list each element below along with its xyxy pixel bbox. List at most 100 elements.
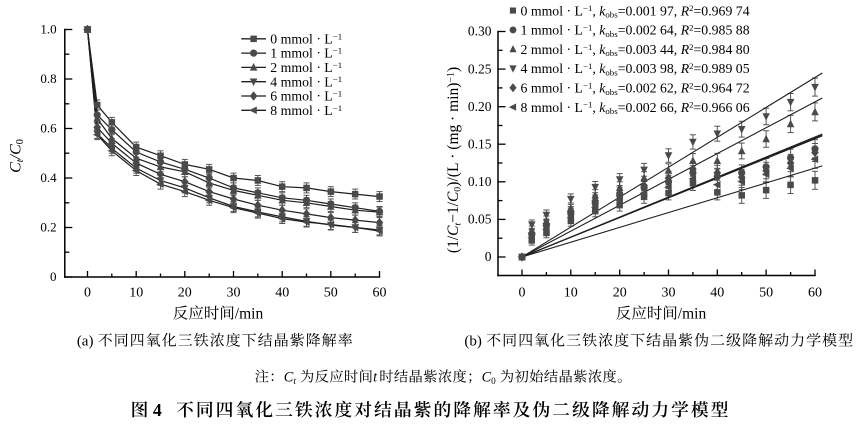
svg-text:0.30: 0.30 (468, 24, 492, 39)
svg-text:0.985 88: 0.985 88 (701, 23, 749, 38)
svg-text:,: , (592, 42, 599, 57)
svg-text:−1: −1 (333, 60, 342, 70)
svg-text:0.8: 0.8 (40, 71, 56, 86)
svg-text:2 mmol: 2 mmol (270, 60, 313, 75)
svg-text:k: k (599, 23, 606, 38)
svg-text:1.0: 1.0 (40, 22, 56, 37)
svg-text:·: · (563, 3, 575, 18)
svg-text:C: C (445, 191, 462, 202)
svg-text:2 mmol: 2 mmol (521, 42, 564, 57)
svg-text:,: , (592, 61, 599, 76)
svg-text:R: R (680, 100, 690, 115)
svg-text:0.05: 0.05 (468, 212, 492, 227)
svg-text:L: L (575, 23, 583, 38)
svg-text:,: , (674, 61, 681, 76)
svg-text:−1: −1 (583, 61, 592, 71)
svg-text:C: C (8, 162, 25, 173)
svg-text:/: / (8, 153, 25, 160)
svg-text:obs: obs (605, 48, 618, 58)
svg-text:2: 2 (689, 100, 693, 110)
svg-text:60: 60 (808, 286, 822, 301)
svg-text:k: k (599, 100, 606, 115)
svg-text:L: L (575, 3, 583, 18)
svg-text:C: C (445, 225, 462, 236)
svg-text:8 mmol: 8 mmol (521, 100, 564, 115)
svg-text:0.969 74: 0.969 74 (701, 3, 749, 18)
svg-text:0.002 64: 0.002 64 (626, 23, 674, 38)
svg-text:t: t (453, 223, 464, 226)
svg-text:C: C (8, 144, 25, 155)
svg-text:,: , (592, 100, 599, 115)
svg-text:/min: /min (235, 306, 264, 323)
svg-text:k: k (599, 81, 606, 96)
svg-text:−1: −1 (333, 103, 342, 113)
svg-text:·: · (313, 31, 325, 46)
svg-text:,: , (674, 100, 681, 115)
svg-text:0.984 80: 0.984 80 (701, 42, 749, 57)
svg-text:=: = (618, 100, 626, 115)
svg-text:t: t (293, 376, 296, 386)
svg-text:obs: obs (605, 10, 618, 20)
svg-text:t: t (373, 370, 378, 386)
svg-text:L: L (324, 60, 332, 75)
svg-text:k: k (599, 3, 606, 18)
svg-text:30: 30 (662, 286, 676, 301)
svg-text:2: 2 (689, 61, 693, 71)
svg-text:60: 60 (373, 286, 387, 301)
svg-text:L: L (324, 46, 332, 61)
svg-text:50: 50 (759, 286, 773, 301)
svg-text:0: 0 (491, 376, 496, 386)
svg-text:0.20: 0.20 (468, 99, 492, 114)
svg-text:50: 50 (324, 286, 338, 301)
svg-text:0.989 05: 0.989 05 (701, 61, 749, 76)
svg-text:t: t (15, 158, 26, 162)
svg-text:(mg: (mg (445, 124, 462, 149)
svg-text:R: R (680, 3, 690, 18)
svg-text:/min: /min (678, 306, 707, 323)
svg-text:0.001 97: 0.001 97 (626, 3, 674, 18)
svg-text:(a): (a) (77, 334, 97, 350)
svg-text:·: · (563, 100, 575, 115)
svg-text:obs: obs (605, 106, 618, 116)
svg-text:R: R (680, 81, 690, 96)
svg-text:·: · (313, 74, 325, 89)
svg-text:=: = (694, 42, 702, 57)
svg-text:0: 0 (50, 269, 57, 284)
svg-text:0: 0 (453, 187, 464, 192)
svg-text:L: L (324, 31, 332, 46)
svg-text:·: · (313, 103, 325, 118)
svg-text:40: 40 (275, 286, 289, 301)
svg-text:L: L (324, 103, 332, 118)
svg-text:·: · (313, 46, 325, 61)
svg-text:0.964 72: 0.964 72 (701, 81, 749, 96)
svg-text:−1: −1 (583, 100, 592, 110)
svg-text:0: 0 (15, 139, 26, 144)
svg-text:L: L (575, 61, 583, 76)
svg-text:0: 0 (519, 286, 526, 301)
svg-text:40: 40 (710, 286, 724, 301)
svg-text:·: · (313, 89, 325, 104)
svg-text:10: 10 (129, 286, 143, 301)
svg-text:6 mmol: 6 mmol (521, 81, 564, 96)
svg-text:0.6: 0.6 (40, 121, 57, 136)
svg-text:0.966 06: 0.966 06 (701, 100, 749, 115)
svg-text:4 mmol: 4 mmol (270, 74, 313, 89)
svg-text:,: , (674, 3, 681, 18)
svg-text:0.003 44: 0.003 44 (626, 42, 674, 57)
svg-text:(b): (b) (464, 334, 485, 350)
svg-text:0 mmol: 0 mmol (270, 31, 313, 46)
svg-text:=: = (694, 23, 702, 38)
svg-text:obs: obs (605, 29, 618, 39)
svg-text:20: 20 (178, 286, 192, 301)
svg-text:−1: −1 (583, 80, 592, 90)
svg-text:=: = (618, 23, 626, 38)
svg-text:0.25: 0.25 (468, 61, 492, 76)
svg-text:=: = (618, 3, 626, 18)
svg-text:−1: −1 (583, 22, 592, 32)
svg-text:−1: −1 (583, 42, 592, 52)
svg-text:=: = (694, 100, 702, 115)
svg-text:0 mmol: 0 mmol (521, 3, 564, 18)
svg-text:L: L (575, 42, 583, 57)
svg-text:2: 2 (689, 3, 693, 13)
svg-text:0.003 98: 0.003 98 (626, 61, 674, 76)
